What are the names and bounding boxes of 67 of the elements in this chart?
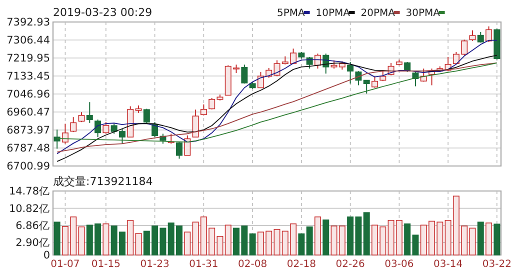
bar [102, 223, 110, 256]
bar [486, 222, 492, 256]
y-tick-label: 7219.95 [6, 52, 50, 65]
y-tick-label: 10.82亿 [8, 202, 50, 215]
candlestick [78, 112, 85, 123]
candlestick [176, 142, 183, 160]
y-tick-label: 7306.44 [6, 34, 50, 47]
candlestick [143, 108, 150, 124]
bar [314, 216, 321, 256]
candlestick [469, 30, 476, 42]
legend-label: 30PMA [406, 8, 440, 19]
x-tick-label: 01-31 [189, 259, 218, 270]
y-tick-label: 14.78亿 [8, 186, 50, 198]
y-tick-label: 6700.99 [6, 160, 50, 173]
bar [224, 224, 232, 256]
bar [494, 224, 500, 256]
y-tick-label: 2.90亿 [16, 237, 50, 250]
chart-title: 成交量:713921184 [53, 175, 153, 188]
bar [363, 212, 370, 256]
y-tick-label: 7392.93 [6, 16, 50, 29]
y-tick-label: 0 [43, 250, 50, 262]
x-tick-label: 02-26 [336, 259, 365, 270]
y-tick-label: 6873.97 [6, 124, 50, 137]
candlestick [380, 70, 386, 82]
candlestick [54, 129, 60, 150]
legend-label: 10PMA [316, 8, 350, 19]
x-tick-label: 02-08 [238, 259, 268, 270]
x-tick-label: 01-07 [50, 259, 80, 270]
y-tick-label: 7133.45 [6, 70, 50, 83]
candlestick [184, 134, 191, 156]
bar [306, 226, 313, 256]
y-tick-label: 6787.48 [6, 142, 50, 155]
candlestick [200, 104, 207, 116]
chart-title: 2019-03-23 00:29 [53, 6, 152, 19]
candlestick [94, 119, 102, 138]
bar [78, 226, 85, 256]
candlestick [404, 61, 411, 72]
x-tick-label: 01-23 [140, 259, 170, 270]
bar [184, 232, 191, 256]
y-tick-label: 7046.96 [6, 88, 50, 101]
x-tick-label: 01-15 [91, 259, 120, 270]
legend-label: 5PMA [277, 8, 306, 19]
legend-label: 20PMA [360, 8, 396, 19]
x-tick-label: 03-14 [434, 259, 463, 270]
x-tick-label: 02-18 [286, 259, 316, 270]
bar [322, 220, 330, 256]
bar [477, 222, 484, 256]
candlestick [241, 64, 248, 84]
y-tick-label: 6.86亿 [16, 220, 50, 232]
candlestick [347, 61, 354, 84]
candlestick [86, 102, 93, 124]
candlestick [486, 26, 492, 42]
bar [54, 222, 60, 256]
bar [127, 220, 134, 256]
bar [249, 233, 256, 256]
x-tick-label: 03-22 [482, 259, 512, 270]
candlestick [192, 109, 199, 138]
candlestick [152, 122, 158, 138]
candlestick [70, 116, 77, 133]
bar [298, 233, 305, 256]
x-tick-label: 03-06 [384, 259, 414, 270]
candlestick [62, 123, 68, 144]
candlestick [363, 80, 370, 94]
line-series [56, 54, 498, 162]
y-tick-label: 6960.47 [6, 106, 50, 119]
candlestick [102, 122, 110, 134]
bar [135, 232, 142, 256]
